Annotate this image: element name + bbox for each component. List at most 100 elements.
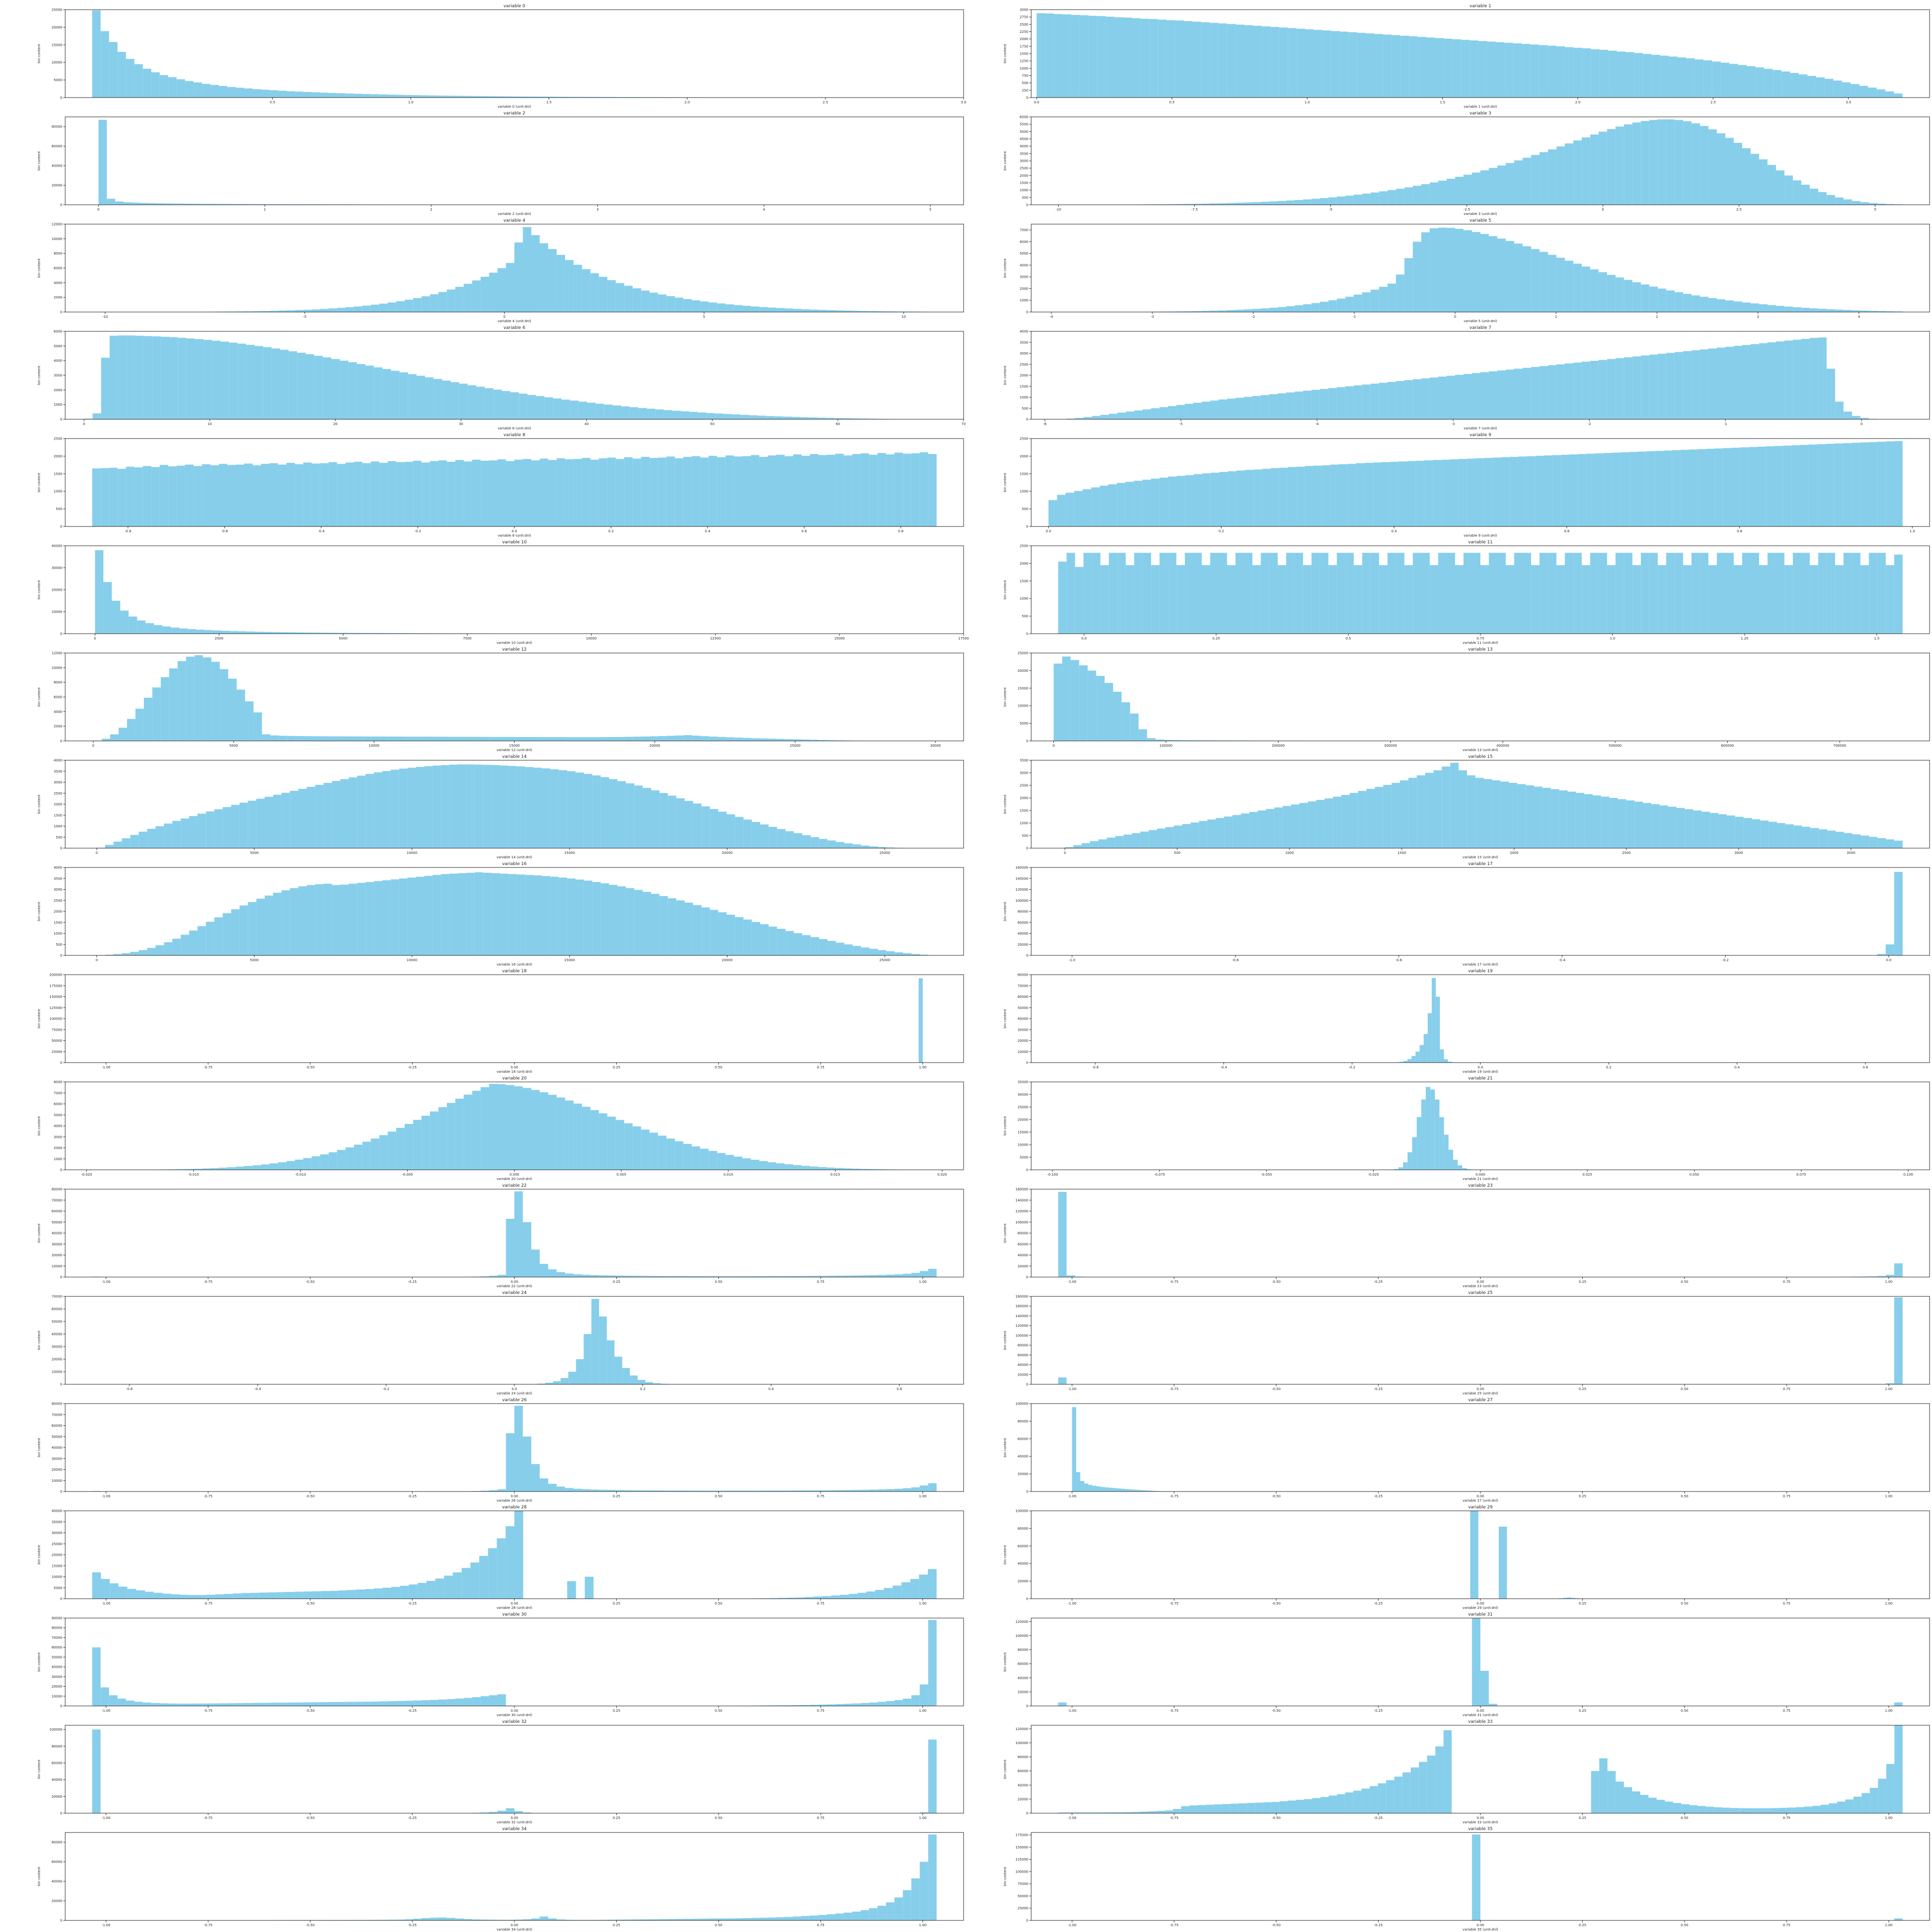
histogram-bar [1581,565,1591,634]
x-tick-label: -0.6 [126,1387,133,1391]
histogram-bar [1438,553,1447,634]
histogram-bar [248,800,256,848]
histogram-bar [1472,172,1480,205]
histogram-bar [565,1273,574,1277]
x-tick-label: 0.2 [1219,529,1224,533]
histogram-bar [625,783,635,848]
histogram-bar [1472,553,1480,634]
histogram-bar [1230,1804,1239,1813]
histogram-panel-19: -0.6 -0.4 -0.2 0.0 0.2 0.4 0.60100002000030000… [1003,969,1930,1074]
x-tick-label: 0.50 [1681,1387,1689,1391]
histogram-bar [1475,458,1484,526]
histogram-bar [1299,803,1308,848]
histogram-bar [1133,1490,1137,1492]
histogram-bar [1708,129,1717,205]
histogram-bar [1322,30,1331,98]
histogram-bar [1240,813,1250,848]
histogram-bar [903,1274,911,1277]
histogram-bar [134,64,143,98]
histogram-bar [531,1250,540,1277]
histogram-bar [176,1169,185,1170]
histogram-bar [497,1810,506,1813]
histogram-bar [1104,682,1113,741]
histogram-bar [1362,292,1371,312]
x-tick-label: -0.2 [1722,958,1729,962]
histogram-bar [1591,49,1600,98]
x-tick-label: 0.25 [1212,637,1220,640]
histogram-bar [1624,357,1633,419]
y-tick-label: 500 [1022,834,1028,838]
histogram-bar [185,81,194,98]
x-tick-label: 0.8 [1737,529,1742,533]
histogram-bar [481,1276,489,1277]
histogram-bar [1305,466,1313,526]
histogram-bar [514,1406,523,1492]
y-tick-label: 80000 [1018,973,1028,977]
histogram-bar [296,736,304,741]
x-axis-label: variable 21 (unit:dnl) [1463,1177,1498,1181]
histogram-bar [1489,553,1497,634]
histogram-bar [438,95,447,98]
histogram-bar [1189,740,1198,741]
x-tick-label: -0.75 [1170,1709,1179,1713]
histogram-bar [920,452,928,526]
histogram-bar [245,701,254,741]
x-tick-label: 0 [92,744,94,748]
y-tick-label: 100000 [1015,1402,1028,1406]
histogram-bar [624,1919,633,1920]
histogram-bar [541,768,551,848]
histogram-bar [363,736,372,741]
y-tick-label: 10000 [52,1575,62,1579]
histogram-bar [658,1276,667,1277]
histogram-bar [1379,383,1388,419]
histogram-bar [481,96,489,98]
histogram-bar [1202,203,1210,205]
x-tick-label: 0.0 [1477,1065,1483,1069]
histogram-bar [355,736,363,741]
histogram-bar [1142,409,1151,419]
histogram-bar [1252,565,1261,634]
histogram-bar [1666,119,1675,205]
histogram-bar [1730,1808,1739,1813]
histogram-bar [1140,831,1149,848]
y-tick-label: 150000 [1015,1846,1028,1849]
histogram-bar [1860,310,1869,312]
histogram-bar [1877,553,1886,634]
histogram-bar [1202,473,1211,526]
histogram-bar [1345,386,1354,419]
x-tick-label: -7.5 [1191,208,1198,212]
histogram-bar [1430,228,1438,312]
histogram-bar [901,1582,910,1599]
histogram-bar [1646,451,1655,526]
histogram-bar [1886,311,1894,312]
histogram-bar [1581,266,1591,312]
histogram-bar [843,310,852,312]
histogram-bar [1783,445,1792,526]
histogram-bar [388,737,397,741]
y-tick-label: 0 [60,203,62,207]
histogram-bar [1296,467,1305,526]
histogram-bar [430,737,440,741]
histogram-bar [1834,443,1843,526]
x-tick-label: 400000 [1496,744,1509,748]
histogram-bar [391,370,400,419]
histogram-bar [1393,1169,1399,1170]
y-tick-label: 70000 [52,1413,62,1417]
x-tick-label: 5000 [250,851,259,855]
x-tick-label: -0.50 [306,1494,314,1498]
x-tick-label: -0.25 [408,1602,417,1605]
histogram-bar [337,464,346,526]
histogram-bar [1852,201,1861,205]
histogram-bar [776,1276,785,1277]
histogram-panel-11: 0.0 0.25 0.5 0.75 1.0 1.25 1.50500100015002000… [1003,540,1930,645]
x-tick-label: -0.4 [1559,958,1565,962]
x-axis-label: variable 3 (unit:dnl) [1463,212,1497,216]
histogram-bar [1370,289,1379,312]
histogram-bar [484,388,494,419]
y-tick-label: 35000 [1018,1080,1028,1084]
histogram-bar [213,630,222,634]
x-axis-label: variable 1 (unit:dnl) [1463,105,1497,109]
histogram-bar [624,457,633,526]
y-tick-label: 30000 [52,566,62,570]
